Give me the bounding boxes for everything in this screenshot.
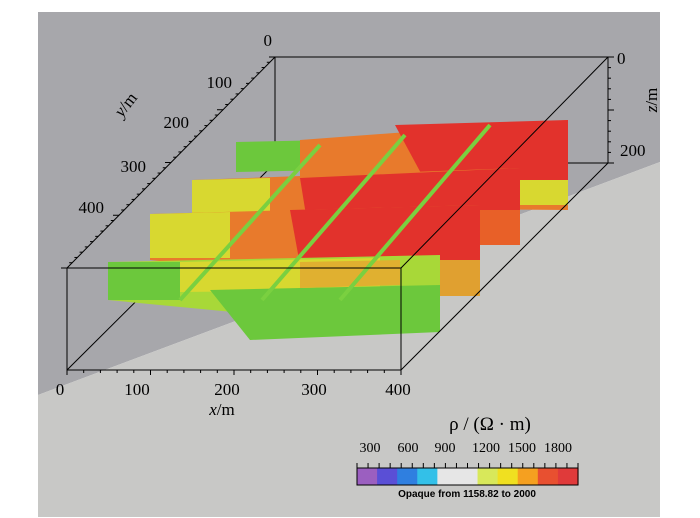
legend-tick-labels: 300 600 900 1200 1500 1800 xyxy=(360,441,573,456)
y-tick-300: 300 xyxy=(121,157,147,176)
x-axis-minor-ticks xyxy=(66,370,402,375)
x-tick-400: 400 xyxy=(385,380,411,399)
legend-bar-ticks xyxy=(356,463,579,468)
z-axis-label: z/m xyxy=(642,88,661,114)
slab-front-orange xyxy=(300,260,400,288)
y-tick-200: 200 xyxy=(164,113,190,132)
slab-front-green-left xyxy=(108,262,180,300)
legend-color-swatch xyxy=(537,468,559,485)
legend-color-swatch xyxy=(497,468,519,485)
legend-color-swatch xyxy=(417,468,438,485)
y-tick-0: 0 xyxy=(264,31,273,50)
slab-second-yellow xyxy=(192,178,270,215)
x-tick-100: 100 xyxy=(124,380,150,399)
z-axis: 0 200 z/m xyxy=(617,49,661,160)
resistivity-slabs xyxy=(108,120,568,340)
x-tick-200: 200 xyxy=(214,380,240,399)
color-legend: ρ / (Ω · m) 300 600 900 1200 1500 1800 O… xyxy=(356,414,579,500)
slab-back-yellow xyxy=(520,180,568,205)
slab-seams xyxy=(178,123,492,302)
x-tick-0: 0 xyxy=(56,380,65,399)
x-tick-300: 300 xyxy=(301,380,327,399)
legend-tick-300: 300 xyxy=(360,441,381,456)
x-axis: 0 100 200 300 400 x/m xyxy=(56,380,411,419)
legend-color-swatch xyxy=(397,468,418,485)
y-tick-100: 100 xyxy=(207,73,233,92)
slab-third-red xyxy=(290,205,480,265)
legend-color-swatch xyxy=(477,468,499,485)
legend-color-swatch xyxy=(357,468,378,485)
legend-color-swatch xyxy=(437,468,459,485)
floor-plane xyxy=(38,162,660,517)
legend-title: ρ / (Ω · m) xyxy=(449,414,531,435)
legend-tick-1800: 1800 xyxy=(544,441,572,456)
legend-color-swatch xyxy=(517,468,539,485)
slab-front xyxy=(108,255,440,340)
slab-front-green-lower xyxy=(210,285,440,340)
slab-third-yellow xyxy=(150,212,230,258)
z-tick-200-label: 200 xyxy=(620,141,646,160)
legend-tick-600: 600 xyxy=(398,441,419,456)
z-axis-ticks xyxy=(608,56,614,164)
legend-tick-1500: 1500 xyxy=(508,441,536,456)
z-tick-0: 0 xyxy=(617,49,626,68)
legend-caption: Opaque from 1158.82 to 2000 xyxy=(398,489,536,500)
legend-color-swatch xyxy=(377,468,398,485)
legend-tick-1200: 1200 xyxy=(472,441,500,456)
legend-color-bar xyxy=(357,468,579,485)
legend-color-swatch xyxy=(457,468,479,485)
legend-tick-900: 900 xyxy=(435,441,456,456)
x-axis-label: x/m xyxy=(208,400,235,419)
legend-color-swatch xyxy=(557,468,579,485)
y-tick-400: 400 xyxy=(79,198,105,217)
y-axis-minor-ticks xyxy=(61,56,275,269)
